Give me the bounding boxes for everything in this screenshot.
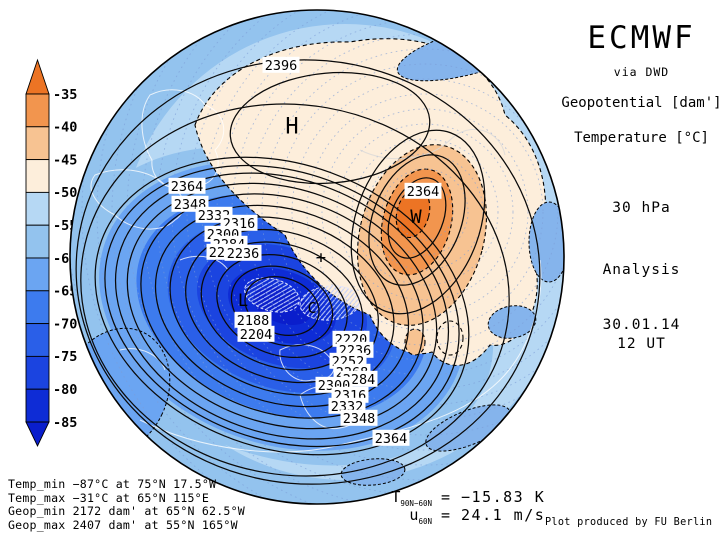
contour-labels: 2396236423482332231623002284225222362188… <box>168 56 442 447</box>
coldest-hatch-patches <box>244 277 361 321</box>
colorbar-tick: -40 <box>53 120 77 136</box>
contour-label: 2364 <box>407 184 440 200</box>
geop-max-line: Geop_max 2407 dam' at 55°N 165°W <box>8 517 238 532</box>
analysis-time: 12 UT <box>617 336 666 352</box>
colorbar-tick: -70 <box>53 316 77 332</box>
variable-temperature: Temperature [°C] <box>574 130 709 146</box>
page-title: ECMWF <box>587 20 696 56</box>
colorbar-tick: -35 <box>53 87 77 103</box>
pressure-level: 30 hPa <box>612 200 671 216</box>
map-outline-circle <box>69 9 565 505</box>
colorbar-tick: -45 <box>53 152 77 168</box>
u-mean-value: 24.1 m/s <box>461 506 546 524</box>
credit-line: Plot produced by FU Berlin <box>545 517 713 528</box>
colorbar-tick: -80 <box>53 382 77 398</box>
equals-sign: = <box>441 488 451 506</box>
map-marker-L: L <box>238 291 248 311</box>
contour-label: 2364 <box>375 431 408 447</box>
contour-label: 2348 <box>343 411 376 427</box>
header-panel: ECMWF via DWD Geopotential [dam'] Temper… <box>556 0 727 420</box>
source-subtitle: via DWD <box>613 65 670 79</box>
center-markers: H W L C + <box>238 115 422 318</box>
u-mean-label: u60N <box>409 506 432 526</box>
equals-sign: = <box>441 506 451 524</box>
extremes-block: Temp_min −87°C at 75°N 17.5°W Temp_max −… <box>8 477 245 532</box>
colorbar-segments: -35-40-45-50-55-60-65-70-75-80-85 <box>25 58 77 448</box>
contour-label: 2204 <box>240 327 273 343</box>
polar-temp-mean-row: T90N−60N = −15.83 K <box>358 488 546 508</box>
map-marker-W: W <box>410 206 422 228</box>
temp-min-line: Temp_min −87°C at 75°N 17.5°W <box>8 477 217 491</box>
product-type: Analysis <box>602 262 681 278</box>
map-marker-H: H <box>285 115 298 140</box>
temp-max-line: Temp_max −31°C at 65°N 115°E <box>8 490 210 505</box>
t-mean-label: T90N−60N <box>391 488 432 508</box>
geopotential-contours <box>75 59 541 485</box>
t-mean-value: −15.83 K <box>461 488 546 506</box>
map-marker-C: C <box>307 299 316 317</box>
zonal-wind-row: u60N = 24.1 m/s <box>358 506 546 526</box>
geop-min-line: Geop_min 2172 dam' at 65°N 62.5°W <box>8 504 245 518</box>
colorbar-tick: -75 <box>53 349 77 365</box>
zonal-means-block: T90N−60N = −15.83 K u60N = 24.1 m/s <box>358 488 546 526</box>
contour-label: 2364 <box>171 179 204 195</box>
contour-label: 2188 <box>237 313 270 329</box>
analysis-date: 30.01.14 <box>602 317 681 333</box>
coastlines <box>90 89 542 453</box>
variable-geopotential: Geopotential [dam'] <box>561 95 722 111</box>
contour-label: 2236 <box>227 246 260 262</box>
colorbar-tick: -85 <box>53 415 77 431</box>
contour-label: 2396 <box>265 58 298 74</box>
temperature-colorbar: -35-40-45-50-55-60-65-70-75-80-85 <box>25 58 77 448</box>
map-marker-+: + <box>316 248 326 268</box>
colorbar-tick: -50 <box>53 185 77 201</box>
